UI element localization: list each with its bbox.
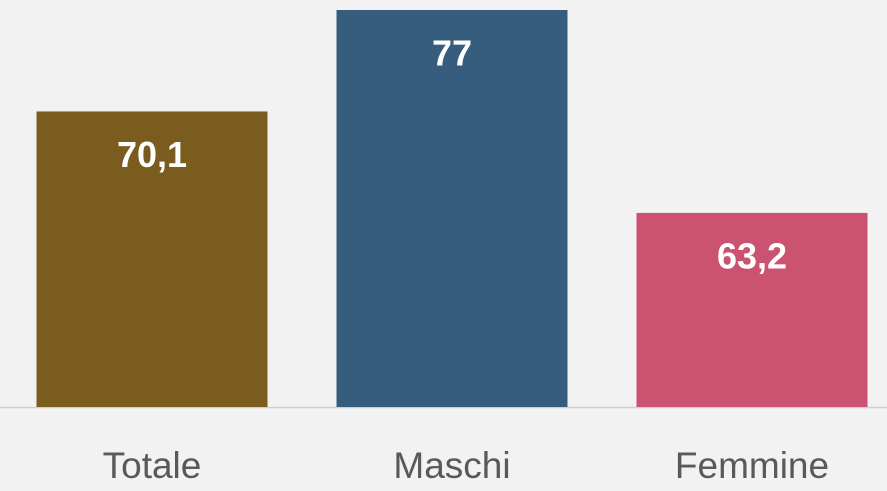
x-tick-label: Maschi — [393, 445, 510, 486]
bar — [336, 10, 568, 407]
x-tick-label: Totale — [103, 445, 202, 486]
bar — [36, 111, 268, 407]
data-label: 70,1 — [117, 134, 187, 175]
data-label: 77 — [432, 33, 472, 74]
bar — [636, 212, 868, 407]
x-tick-label: Femmine — [675, 445, 829, 486]
data-label: 63,2 — [717, 235, 787, 276]
